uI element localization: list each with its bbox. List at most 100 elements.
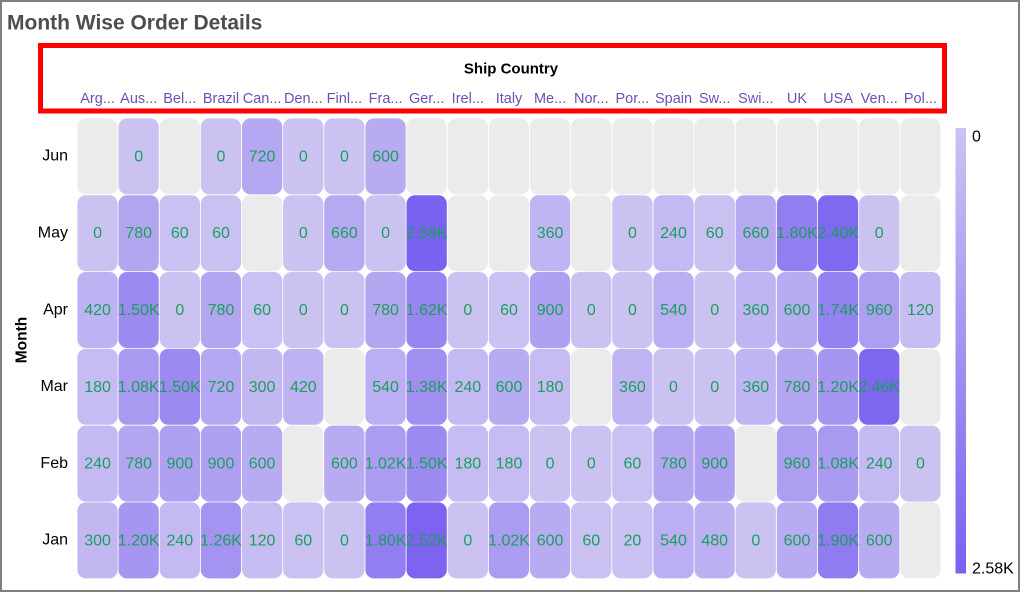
svg-text:0: 0 (916, 456, 925, 473)
svg-text:960: 960 (866, 302, 893, 319)
svg-text:420: 420 (290, 379, 317, 396)
svg-text:USA: USA (823, 91, 853, 107)
svg-text:May: May (38, 225, 68, 242)
svg-text:600: 600 (249, 456, 276, 473)
svg-text:180: 180 (496, 456, 523, 473)
svg-text:0: 0 (134, 148, 143, 165)
svg-text:900: 900 (537, 302, 564, 319)
svg-text:180: 180 (84, 379, 111, 396)
svg-text:0: 0 (381, 225, 390, 242)
svg-text:180: 180 (454, 456, 481, 473)
svg-text:Can...: Can... (243, 91, 282, 107)
svg-text:Spain: Spain (655, 91, 692, 107)
svg-text:60: 60 (294, 532, 312, 549)
svg-text:1.08K: 1.08K (118, 379, 160, 396)
svg-text:780: 780 (208, 302, 235, 319)
svg-text:300: 300 (249, 379, 276, 396)
svg-text:2.40K: 2.40K (817, 225, 859, 242)
svg-text:660: 660 (742, 225, 769, 242)
svg-text:2.58K: 2.58K (972, 561, 1014, 578)
svg-text:UK: UK (787, 91, 807, 107)
svg-text:1.50K: 1.50K (406, 456, 448, 473)
svg-text:360: 360 (742, 379, 769, 396)
svg-text:1.62K: 1.62K (406, 302, 448, 319)
svg-text:Irel...: Irel... (452, 91, 484, 107)
svg-text:780: 780 (125, 456, 152, 473)
svg-text:Ven...: Ven... (861, 91, 898, 107)
svg-text:600: 600 (496, 379, 523, 396)
svg-text:60: 60 (582, 532, 600, 549)
svg-text:600: 600 (784, 302, 811, 319)
svg-text:Month Wise Order Details: Month Wise Order Details (7, 12, 262, 35)
svg-text:Italy: Italy (496, 91, 523, 107)
svg-text:0: 0 (340, 302, 349, 319)
svg-text:1.50K: 1.50K (159, 379, 201, 396)
svg-text:1.20K: 1.20K (118, 532, 160, 549)
svg-text:1.20K: 1.20K (817, 379, 859, 396)
svg-text:600: 600 (784, 532, 811, 549)
svg-text:0: 0 (93, 225, 102, 242)
svg-text:1.90K: 1.90K (817, 532, 859, 549)
svg-text:Month: Month (14, 317, 31, 363)
svg-text:1.08K: 1.08K (817, 456, 859, 473)
svg-text:Den...: Den... (284, 91, 323, 107)
svg-text:Swi...: Swi... (738, 91, 773, 107)
svg-text:0: 0 (546, 456, 555, 473)
svg-text:Ger...: Ger... (409, 91, 444, 107)
svg-text:0: 0 (299, 148, 308, 165)
svg-text:780: 780 (372, 302, 399, 319)
svg-text:0: 0 (175, 302, 184, 319)
svg-text:60: 60 (171, 225, 189, 242)
svg-text:0: 0 (463, 532, 472, 549)
svg-text:Apr: Apr (43, 301, 69, 318)
svg-text:0: 0 (751, 532, 760, 549)
svg-text:Me...: Me... (534, 91, 566, 107)
svg-text:Ship Country: Ship Country (464, 61, 559, 78)
svg-text:0: 0 (340, 148, 349, 165)
svg-text:480: 480 (701, 532, 728, 549)
svg-text:600: 600 (866, 532, 893, 549)
svg-text:900: 900 (208, 456, 235, 473)
svg-text:Jan: Jan (42, 532, 68, 549)
svg-text:Aus...: Aus... (120, 91, 157, 107)
svg-text:0: 0 (299, 225, 308, 242)
svg-text:240: 240 (660, 225, 687, 242)
svg-text:0: 0 (628, 225, 637, 242)
svg-text:60: 60 (500, 302, 518, 319)
svg-text:20: 20 (624, 532, 642, 549)
svg-text:0: 0 (875, 225, 884, 242)
svg-text:300: 300 (84, 532, 111, 549)
svg-text:Nor...: Nor... (574, 91, 609, 107)
svg-text:0: 0 (710, 379, 719, 396)
svg-text:Bel...: Bel... (163, 91, 196, 107)
svg-text:0: 0 (587, 302, 596, 319)
svg-text:360: 360 (742, 302, 769, 319)
svg-text:0: 0 (217, 148, 226, 165)
svg-text:780: 780 (784, 379, 811, 396)
svg-text:60: 60 (212, 225, 230, 242)
svg-text:2.58K: 2.58K (406, 225, 448, 242)
svg-text:2.52K: 2.52K (406, 532, 448, 549)
svg-text:540: 540 (660, 302, 687, 319)
svg-text:360: 360 (619, 379, 646, 396)
svg-text:Sw...: Sw... (699, 91, 730, 107)
svg-text:Mar: Mar (40, 378, 68, 395)
svg-text:Finl...: Finl... (327, 91, 362, 107)
svg-text:1.74K: 1.74K (817, 302, 859, 319)
svg-text:60: 60 (706, 225, 724, 242)
svg-text:180: 180 (537, 379, 564, 396)
svg-text:1.80K: 1.80K (776, 225, 818, 242)
svg-text:0: 0 (972, 129, 981, 146)
svg-text:120: 120 (249, 532, 276, 549)
svg-text:420: 420 (84, 302, 111, 319)
svg-text:1.38K: 1.38K (406, 379, 448, 396)
svg-text:Jun: Jun (42, 148, 68, 165)
svg-text:0: 0 (299, 302, 308, 319)
svg-text:120: 120 (907, 302, 934, 319)
svg-text:540: 540 (660, 532, 687, 549)
svg-text:0: 0 (710, 302, 719, 319)
svg-text:240: 240 (84, 456, 111, 473)
svg-text:900: 900 (166, 456, 193, 473)
svg-text:240: 240 (166, 532, 193, 549)
svg-text:600: 600 (537, 532, 564, 549)
